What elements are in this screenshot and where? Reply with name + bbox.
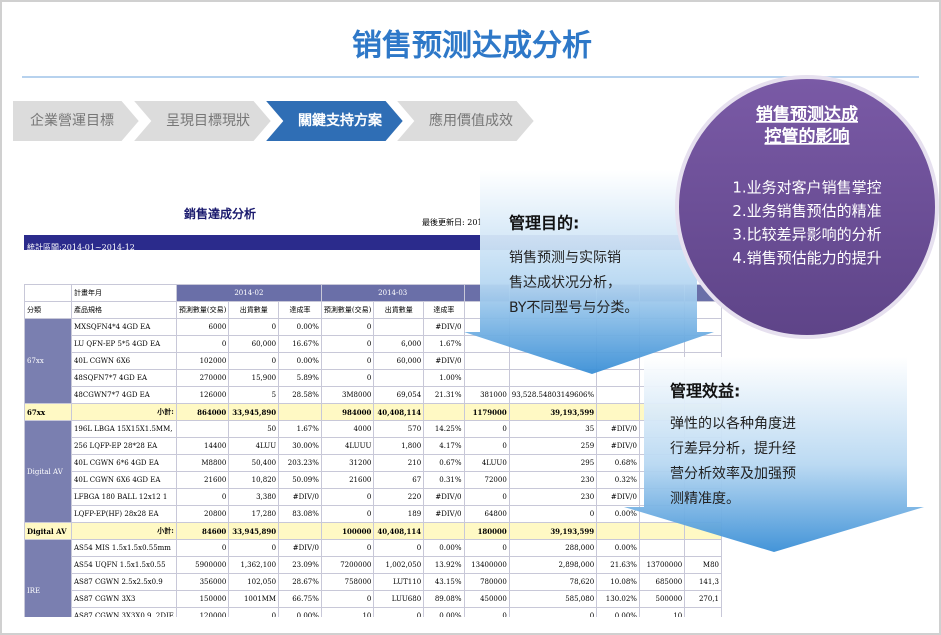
benefit-line: 测精准度。 xyxy=(670,491,740,507)
cell: 40,408,114 xyxy=(373,522,425,540)
cell: 0 xyxy=(463,607,510,617)
impact-item: 1.业务对客户销售掌控 xyxy=(732,179,881,197)
impact-title: 控管的影响 xyxy=(765,126,850,147)
group-name: 67xx xyxy=(24,318,72,404)
cell: 1179000 xyxy=(463,403,510,421)
updated: 最後更新日: 201 xyxy=(422,218,483,227)
group-name: IRE xyxy=(24,539,72,617)
cell: 84600 xyxy=(175,522,230,540)
step-chevron xyxy=(392,99,537,143)
report-title: 銷售達成分析 xyxy=(184,207,257,221)
cell: 864000 xyxy=(175,403,230,421)
cell: 100000 xyxy=(320,522,375,540)
period: 統計區間:2014-01~2014-12 xyxy=(27,243,135,252)
data-row: LQFP-EP(HF) 28x28 EA 20800 17,280 83.08% 0 18… xyxy=(25,505,722,523)
slide-title: 销售预测达成分析 xyxy=(352,29,592,64)
cell: 10 xyxy=(638,607,686,617)
group-name: Digital AV xyxy=(24,420,72,523)
purpose-line: 售达成状况分析， xyxy=(509,275,621,291)
data-row: AS54 UQFN 1.5x1.5x0.55 5900000 1,362,100 23… xyxy=(25,556,722,574)
cell xyxy=(423,522,465,540)
impact-item: 3.比较差异影响的分析 xyxy=(732,226,881,244)
subtotal-label: Digital AV xyxy=(24,522,72,540)
benefit-line: 行差异分析，提升经 xyxy=(670,441,796,457)
cell: 1.67% xyxy=(423,335,465,353)
subtotal-row: Digital AV 小計: 84600 33,945,890 100000 40,408… xyxy=(24,522,722,540)
step-label: 企業營運目標 xyxy=(30,112,114,129)
step-label: 呈現目標現狀 xyxy=(166,113,250,129)
data-row: AS87 CGWN 3X3X0.9, 2DIE 120000 0 0.00% 10 0 0.… xyxy=(25,607,722,617)
cell: 270,1 xyxy=(684,590,722,608)
data-row: AS87 CGWN 2.5x2.5x0.9 356000 102,050 28.67%… xyxy=(25,573,722,591)
purpose-line: BY不同型号与分类。 xyxy=(509,300,638,316)
cell: 0 xyxy=(463,539,510,557)
cell: 0.00% xyxy=(423,607,465,617)
cell xyxy=(596,403,640,421)
report-screenshot: 銷售達成分析 最後更新日: 201 統計區間:2014-01~2014-12 計… xyxy=(24,197,722,617)
cell: 33,945,890 xyxy=(228,403,280,421)
cell: 10 xyxy=(320,607,375,617)
data-row: AS87 CGWN 3X3 150000 1001MM 66.75% 0 LUU680 89… xyxy=(25,590,722,608)
cell xyxy=(423,403,465,421)
data-table: 計畫年月 2014-02 2014-03 分類 產品規格 預測數量(交易) 出貨數量 達成率預… xyxy=(24,284,722,617)
step-chevron xyxy=(11,99,142,143)
impact-circle xyxy=(675,75,939,339)
step-label: 應用價值成效 xyxy=(429,112,513,129)
data-row: 40L CGWN 6X6 102000 0 0.00% 0 60,000 #DIV/0 xyxy=(25,352,722,370)
cell: 33,945,890 xyxy=(228,522,280,540)
benefit-arrow xyxy=(624,357,924,552)
benefit-line: 营分析效率及加强预 xyxy=(670,465,796,482)
cell: 0 xyxy=(228,352,280,370)
cell: 120000 xyxy=(175,607,230,617)
subtotal-row: 67xx 小計: 864000 33,945,890 984000 40,408,114 1… xyxy=(24,403,722,421)
step-label: 關鍵支持方案 xyxy=(298,112,383,129)
data-row: Digital AV 196L LBGA 15X15X1.5MM, 50 1.67% 4… xyxy=(24,420,722,523)
impact-title: 销售预测达成 xyxy=(756,104,858,125)
purpose-heading: 管理目的: xyxy=(509,214,579,233)
benefit-heading: 管理效益: xyxy=(670,382,740,401)
purpose-line: 销售预测与实际销 xyxy=(509,250,621,266)
subtotal-total: 小計: xyxy=(70,522,177,540)
cell: 984000 xyxy=(320,403,375,421)
impact-item: 4.销售预估能力的提升 xyxy=(732,249,881,267)
step-chevron xyxy=(261,99,406,143)
cell: 40,408,114 xyxy=(373,403,425,421)
cell xyxy=(278,522,322,540)
cell: 0 xyxy=(228,607,280,617)
benefit-line: 弹性的以各种角度进 xyxy=(670,416,796,432)
subtotal-label: 67xx xyxy=(24,403,72,421)
cell xyxy=(638,522,686,540)
step-chevron xyxy=(129,99,274,143)
cell xyxy=(684,607,722,617)
cell: 7200000 xyxy=(320,556,375,574)
cell: 39,193,599 xyxy=(508,403,598,421)
cell: 0 xyxy=(508,607,598,617)
cell xyxy=(596,522,640,540)
purpose-arrow xyxy=(464,170,714,374)
impact-item: 2.业务销售预估的精准 xyxy=(732,202,881,220)
